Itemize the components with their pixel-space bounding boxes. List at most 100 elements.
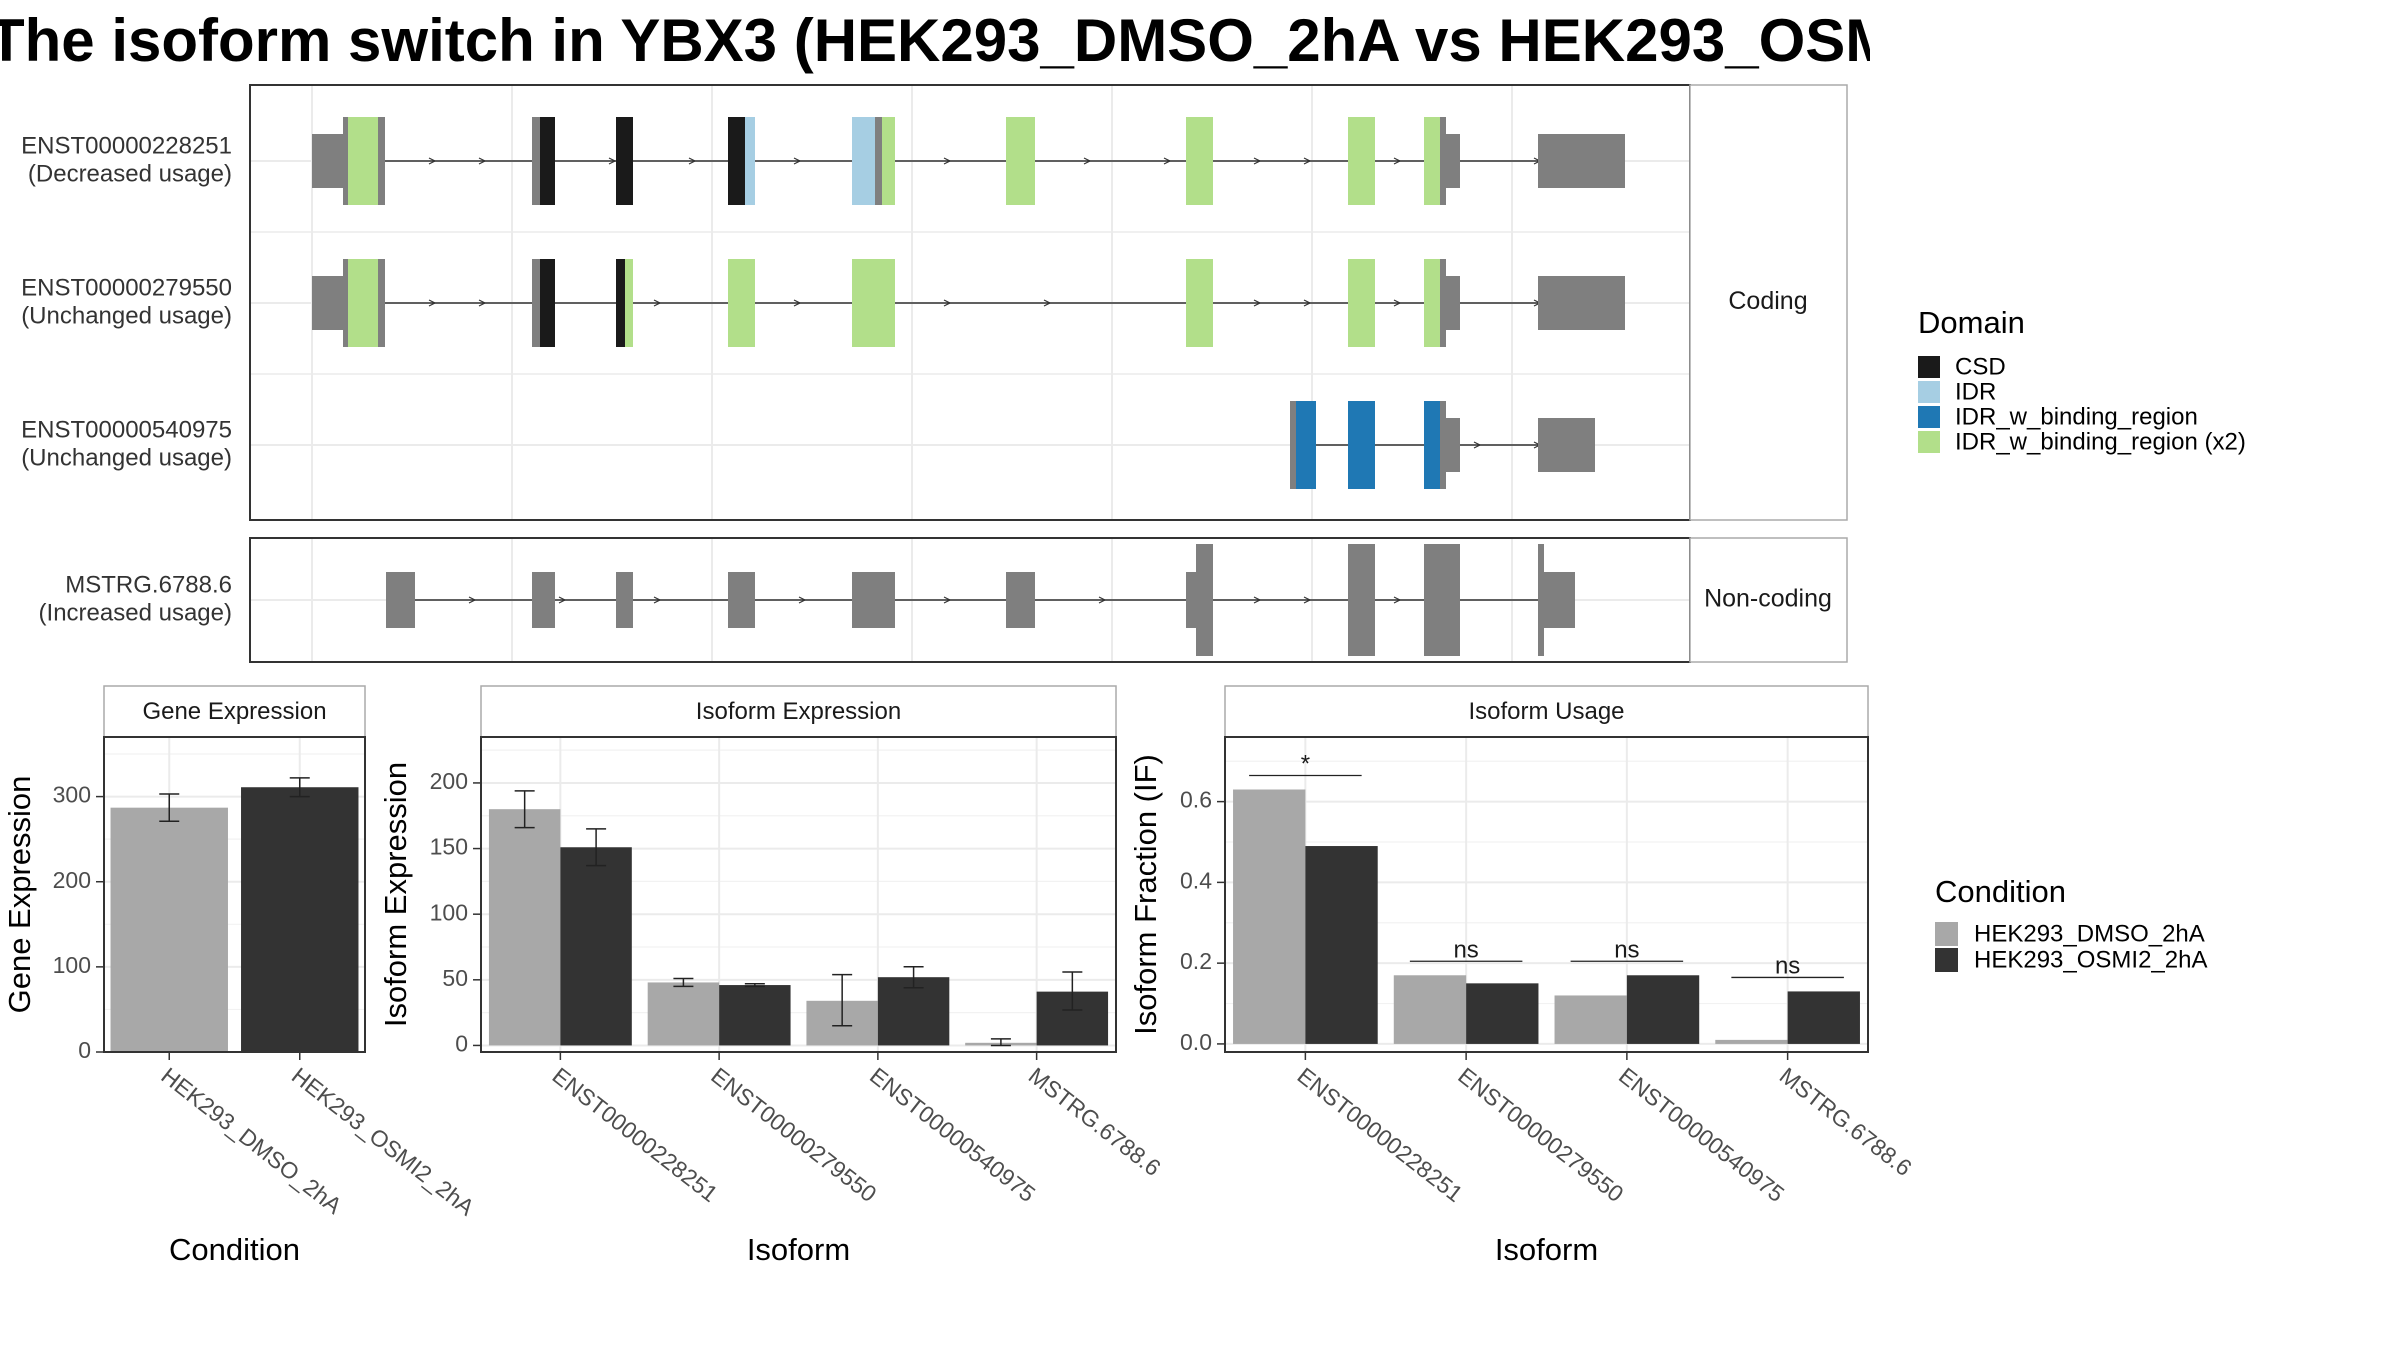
exon-block: [1538, 544, 1544, 656]
domain-idr-binding: [1348, 401, 1375, 489]
domain-legend-key: [1918, 406, 1940, 428]
transcript-id-label: MSTRG.6788.6: [65, 571, 232, 598]
bar: [1466, 983, 1539, 1044]
utr-block: [312, 134, 345, 188]
domain-legend-label: CSD: [1955, 353, 2006, 380]
bar: [1554, 995, 1627, 1044]
bar: [488, 809, 561, 1046]
x-tick-label: ENST00000279550: [706, 1062, 881, 1207]
panel-strip: [1224, 685, 1869, 738]
y-tick-label: 50: [442, 965, 468, 991]
intron-arrow: [1043, 299, 1052, 307]
y-tick-label: 0: [78, 1037, 91, 1063]
intron-arrow: [1253, 299, 1262, 307]
intron-arrow: [1303, 299, 1312, 307]
exon-block: [1424, 544, 1460, 656]
domain-idr-binding-x2: [882, 117, 895, 205]
x-tick-label: ENST00000540975: [865, 1062, 1040, 1207]
intron-arrow: [1303, 596, 1312, 604]
y-tick-label: 0.6: [1180, 787, 1212, 813]
intron-arrow: [1393, 157, 1402, 165]
domain-idr-binding-x2: [625, 259, 633, 347]
significance-label: ns: [1453, 936, 1478, 963]
bar: [719, 985, 791, 1046]
intron-arrow: [428, 299, 437, 307]
domain-legend-label: IDR: [1955, 378, 1996, 405]
y-tick-label: 0.4: [1180, 867, 1212, 893]
y-tick-label: 100: [430, 899, 468, 925]
transcript-id-label: ENST00000279550: [21, 274, 232, 301]
bar: [110, 807, 228, 1052]
domain-idr-binding-x2: [348, 259, 378, 347]
x-axis-title: Isoform: [1495, 1232, 1598, 1267]
domain-idr-binding-x2: [1424, 259, 1440, 347]
intron-arrow: [1393, 299, 1402, 307]
x-tick-label: ENST00000540975: [1614, 1062, 1789, 1207]
y-tick-label: 150: [430, 834, 468, 860]
intron-arrow: [1163, 157, 1172, 165]
exon-block: [1196, 544, 1213, 656]
bar: [1393, 975, 1467, 1044]
y-tick-label: 200: [430, 768, 468, 794]
exon-block: [386, 572, 415, 628]
utr-block: [1538, 276, 1625, 330]
transcript-usage-label: (Unchanged usage): [21, 444, 232, 471]
transcript-usage-label: (Unchanged usage): [21, 302, 232, 329]
x-tick-label: ENST00000228251: [1293, 1062, 1468, 1207]
domain-legend-key: [1918, 381, 1940, 403]
domain-idr-binding-x2: [1424, 117, 1440, 205]
facet-label-coding: Coding: [1728, 287, 1807, 315]
domain-legend-key: [1918, 431, 1940, 453]
utr-block: [1538, 418, 1595, 472]
significance-label: ns: [1775, 952, 1800, 979]
y-axis-title: Isoform Expression: [378, 762, 413, 1027]
intron-arrow: [943, 596, 952, 604]
intron-arrow: [1253, 157, 1262, 165]
condition-legend-key: [1935, 922, 1958, 946]
domain-legend-label: IDR_w_binding_region (x2): [1955, 428, 2246, 455]
domain-legend-key: [1918, 356, 1940, 378]
title-clip: The isoform switch in YBX3 (HEK293_DMSO_…: [0, 0, 1870, 80]
transcript-id-label: ENST00000540975: [21, 416, 232, 443]
utr-block: [1446, 134, 1460, 188]
x-tick-label: ENST00000228251: [548, 1062, 723, 1207]
exon-block: [1006, 572, 1035, 628]
domain-idr: [745, 117, 755, 205]
y-axis-title: Isoform Fraction (IF): [1128, 754, 1163, 1035]
transcript-id-label: ENST00000228251: [21, 132, 232, 159]
intron-arrow: [943, 299, 952, 307]
domain-idr-binding-x2: [1186, 117, 1213, 205]
bar: [1715, 1039, 1788, 1044]
domain-csd: [540, 117, 555, 205]
domain-idr: [852, 117, 875, 205]
bar: [1305, 846, 1378, 1044]
exon-block: [532, 572, 555, 628]
bar: [877, 977, 950, 1046]
intron-arrow: [1083, 157, 1092, 165]
intron-arrow: [428, 157, 437, 165]
panel-border: [1224, 736, 1869, 1053]
x-tick-label: MSTRG.6788.6: [1024, 1062, 1166, 1181]
y-tick-label: 300: [53, 782, 91, 808]
x-tick-label: ENST00000279550: [1453, 1062, 1628, 1207]
exon-block: [852, 572, 895, 628]
y-axis-title: Gene Expression: [2, 776, 37, 1014]
transcript-usage-label: (Increased usage): [39, 599, 232, 626]
y-tick-label: 0.2: [1180, 948, 1212, 974]
y-tick-label: 0: [455, 1031, 468, 1057]
intron-arrow: [798, 596, 807, 604]
facet-strip-coding: [1689, 84, 1848, 521]
condition-legend-key: [1935, 948, 1958, 972]
domain-csd: [728, 117, 745, 205]
domain-csd: [616, 117, 633, 205]
bar: [1787, 991, 1860, 1044]
domain-idr-binding: [1424, 401, 1440, 489]
exon-block: [616, 572, 633, 628]
domain-legend-label: IDR_w_binding_region: [1955, 403, 2198, 430]
panel-title: Isoform Usage: [1468, 698, 1624, 725]
domain-idr-binding-x2: [852, 259, 895, 347]
intron-arrow: [558, 596, 567, 604]
facet-label-noncoding: Non-coding: [1704, 585, 1832, 613]
panel-title: Isoform Expression: [696, 698, 901, 725]
domain-legend-title: Domain: [1918, 305, 2025, 340]
